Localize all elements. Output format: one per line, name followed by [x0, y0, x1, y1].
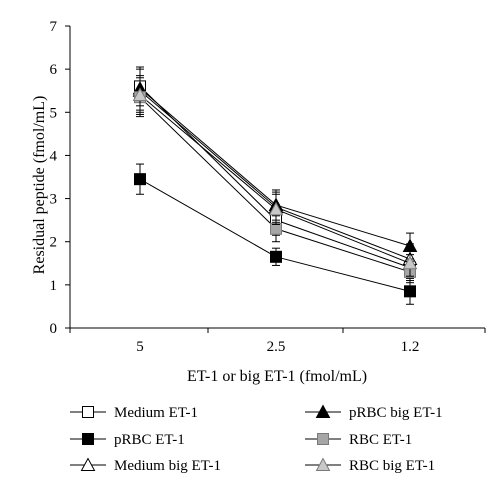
legend-item: pRBC ET-1	[70, 432, 185, 448]
data-point	[270, 250, 282, 263]
data-point	[402, 255, 418, 270]
y-tick-label: 3	[50, 192, 58, 208]
legend-label: RBC big ET-1	[349, 458, 435, 474]
y-tick-label: 5	[50, 105, 58, 121]
data-point	[404, 285, 416, 298]
legend-marker	[80, 457, 96, 471]
y-tick-label: 0	[50, 321, 58, 337]
legend-label: pRBC ET-1	[114, 432, 185, 448]
series-line	[139, 86, 411, 269]
y-tick-label: 2	[50, 235, 58, 251]
legend-item: RBC big ET-1	[305, 457, 435, 474]
legend-marker	[315, 404, 331, 418]
data-point	[268, 201, 284, 216]
legend-marker	[315, 457, 331, 471]
series-2	[132, 68, 418, 275]
legend-marker	[82, 433, 94, 445]
y-tick-label: 4	[50, 148, 58, 164]
y-tick-label: 7	[50, 19, 58, 35]
data-point	[132, 87, 148, 102]
legend-marker	[82, 406, 94, 418]
x-axis-title: ET-1 or big ET-1 (fmol/mL)	[187, 368, 367, 385]
legend-marker	[317, 433, 329, 445]
legend-item: RBC ET-1	[305, 432, 412, 448]
series-5	[132, 75, 418, 277]
legend-item: pRBC big ET-1	[305, 404, 443, 421]
axes: 0 1 2 3 4 5 6 7 5 2.5 1.2	[50, 19, 486, 355]
legend-label: pRBC big ET-1	[349, 405, 443, 421]
y-tick-label: 6	[50, 62, 58, 78]
x-tick-label: 1.2	[401, 339, 420, 355]
legend-item: Medium big ET-1	[70, 457, 221, 474]
y-tick-label: 1	[50, 278, 58, 294]
data-point	[134, 173, 146, 186]
legend-label: RBC ET-1	[349, 432, 412, 448]
data-point	[402, 238, 418, 253]
legend-item: Medium ET-1	[70, 405, 198, 421]
y-axis-title: Residual peptide (fmol/mL)	[31, 96, 48, 275]
series-layer	[132, 66, 418, 305]
legend: Medium ET-1 pRBC ET-1 Medium big ET-1 pRBC …	[70, 404, 443, 474]
x-tick-label: 5	[136, 339, 144, 355]
legend-label: Medium ET-1	[114, 405, 198, 421]
x-tick-label: 2.5	[267, 339, 286, 355]
series-line	[139, 94, 411, 264]
legend-label: Medium big ET-1	[114, 458, 221, 474]
series-1	[134, 163, 416, 305]
